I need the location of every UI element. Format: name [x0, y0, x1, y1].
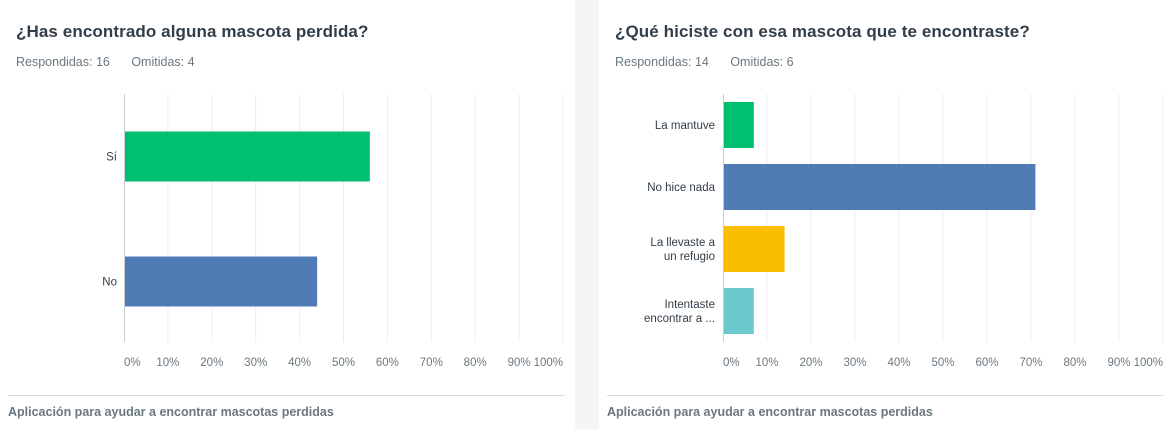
x-tick-label: 60% [376, 357, 399, 369]
x-tick-label: 80% [1063, 357, 1086, 369]
skipped-count: 6 [786, 55, 794, 69]
bar [724, 102, 754, 148]
x-tick-label: 100% [1134, 357, 1163, 369]
x-tick-label: 0% [723, 357, 740, 369]
x-tick-label: 20% [200, 357, 223, 369]
question-panel-2: ¿Qué hiciste con esa mascota que te enco… [599, 0, 1173, 429]
category-label: No hice nada [647, 182, 715, 194]
category-label: encontrar a ... [644, 313, 715, 325]
category-label: No [102, 277, 117, 289]
x-tick-label: 70% [1019, 357, 1042, 369]
x-tick-label: 90% [508, 357, 531, 369]
category-label: un refugio [664, 251, 715, 263]
x-tick-label: 50% [332, 357, 355, 369]
bar-chart: 0% 10% 20% 30% 40% 50% 60% 70% 80% 90% 100% Sí No [102, 94, 564, 369]
answered-count: 14 [694, 55, 709, 69]
x-tick-label: 0% [124, 357, 141, 369]
x-tick-label: 50% [931, 357, 954, 369]
skipped-label: Omitidas: [730, 55, 784, 69]
response-stats: Respondidas: 14 Omitidas: 6 [615, 55, 794, 69]
category-label: Intentaste [664, 299, 715, 311]
footer-divider [8, 395, 565, 396]
survey-footer: Aplicación para ayudar a encontrar masco… [8, 405, 334, 419]
response-stats: Respondidas: 16 Omitidas: 4 [16, 55, 195, 69]
question-panel-1: ¿Has encontrado alguna mascota perdida? … [0, 0, 575, 429]
bar [724, 226, 785, 272]
x-tick-label: 30% [843, 357, 866, 369]
x-tick-label: 40% [887, 357, 910, 369]
skipped-count: 4 [187, 55, 195, 69]
skipped-label: Omitidas: [131, 55, 185, 69]
answered-label: Respondidas: [16, 55, 93, 69]
footer-divider [607, 395, 1163, 396]
bar-chart: 0% 10% 20% 30% 40% 50% 60% 70% 80% 90% 100% La mant… [644, 94, 1164, 369]
bar [724, 288, 754, 334]
x-tick-label: 10% [755, 357, 778, 369]
x-tick-label: 60% [975, 357, 998, 369]
category-label: Sí [106, 152, 118, 164]
x-tick-label: 40% [288, 357, 311, 369]
x-tick-label: 10% [156, 357, 179, 369]
category-label: La mantuve [655, 120, 715, 132]
x-tick-label: 90% [1107, 357, 1130, 369]
x-tick-label: 70% [420, 357, 443, 369]
question-title: ¿Has encontrado alguna mascota perdida? [16, 22, 369, 41]
bar [125, 131, 370, 182]
answered-count: 16 [95, 55, 110, 69]
answered-label: Respondidas: [615, 55, 692, 69]
x-tick-label: 20% [799, 357, 822, 369]
question-title: ¿Qué hiciste con esa mascota que te enco… [615, 22, 1030, 41]
bar [125, 256, 318, 307]
category-label: La llevaste a [650, 237, 715, 249]
x-tick-label: 30% [244, 357, 267, 369]
x-tick-label: 80% [464, 357, 487, 369]
bar [724, 164, 1036, 210]
survey-footer: Aplicación para ayudar a encontrar masco… [607, 405, 933, 419]
x-tick-label: 100% [534, 357, 563, 369]
